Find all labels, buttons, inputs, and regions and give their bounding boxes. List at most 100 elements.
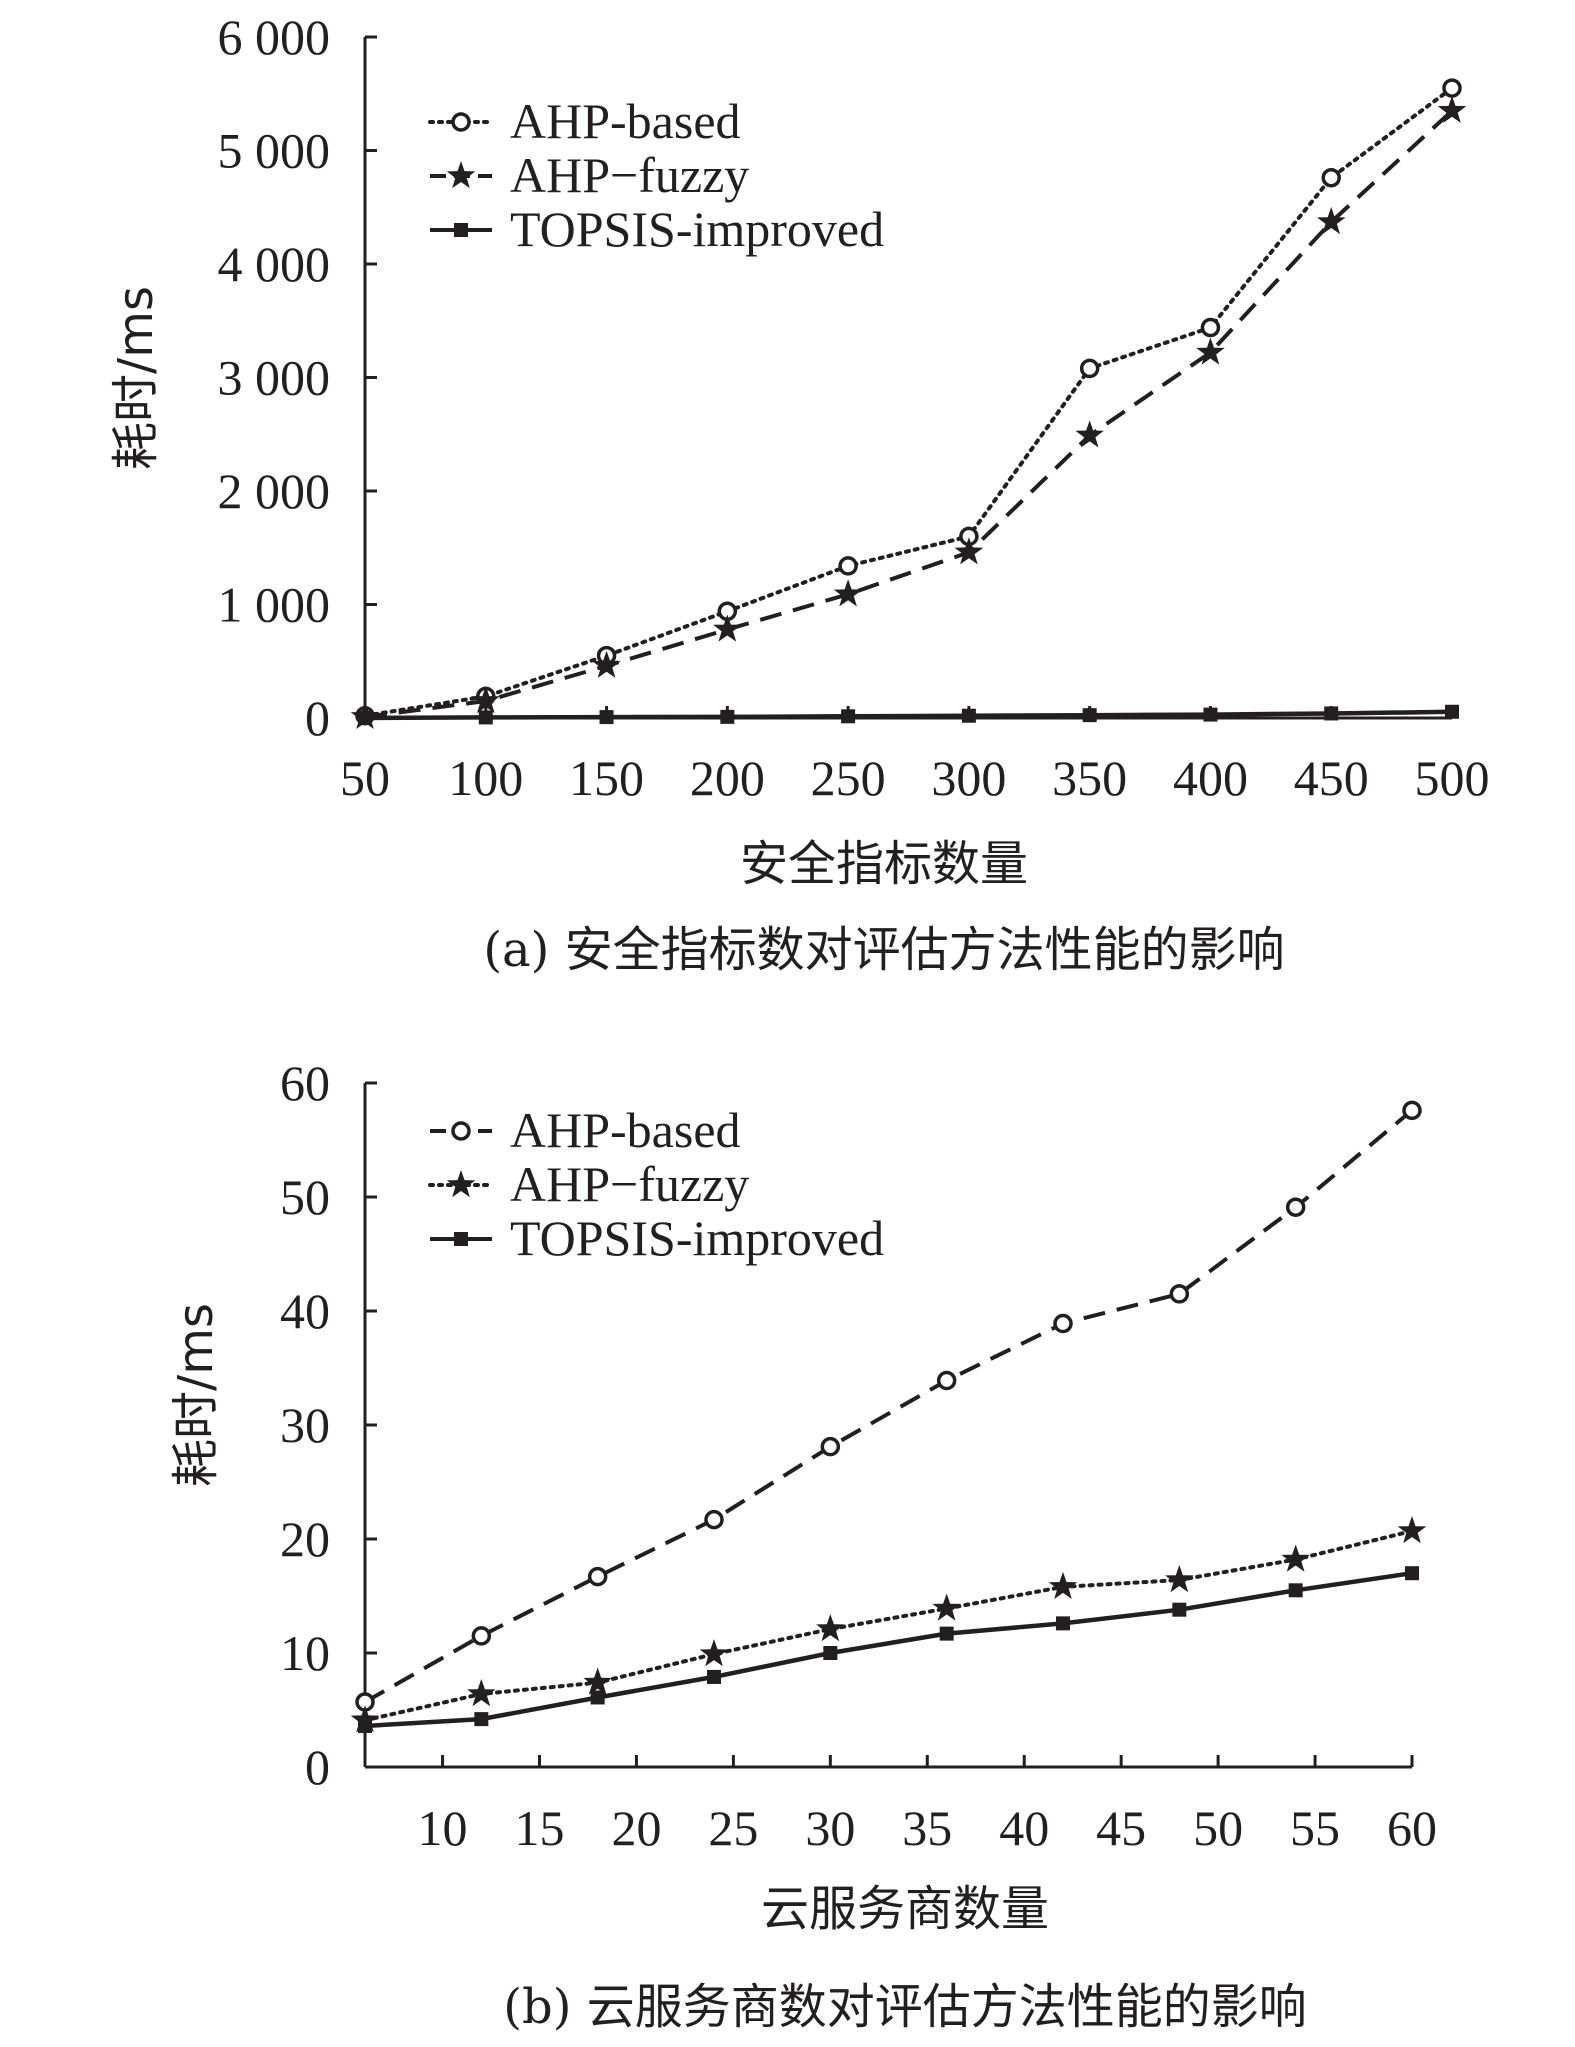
chart-a-point-star [713,614,742,642]
chart-a-legend-label-3: TOPSIS-improved [510,201,884,257]
chart-a-x-tick-label: 400 [1173,750,1248,806]
chart-a-x-tick-label: 50 [340,750,390,806]
chart-b: 0 10 20 30 40 50 60 10 15 20 25 30 35 40 45 50 55 60 AHP-… [168,1055,1437,2035]
chart-b-caption: (b) 云服务商数对评估方法性能的影响 [503,1979,1306,2035]
chart-b-point-square [823,1646,838,1660]
chart-a-series [350,78,1467,729]
chart-a-x-tick-label: 350 [1052,750,1127,806]
chart-b-point-square [707,1669,721,1684]
chart-b-x-tick-label: 30 [805,1800,855,1856]
chart-b-x-tick-label: 50 [1193,1800,1243,1856]
chart-b-point-star [932,1593,961,1621]
chart-b-x-tick-label: 15 [515,1800,565,1856]
chart-b-legend-marker-3 [454,1232,468,1246]
chart-a-point-square [1082,708,1097,723]
chart-a-point-square [478,710,493,725]
chart-b-point-square [1288,1583,1303,1598]
chart-b-legend-label-1: AHP-based [510,1102,741,1158]
chart-b-y-tick-label: 40 [280,1283,330,1339]
chart-a-point-star [1196,337,1225,365]
chart-a-y-tick-label: 3 000 [218,350,331,406]
chart-a-point-square [961,708,976,723]
chart-b-point-square [358,1718,372,1733]
chart-b-y-tick-label: 30 [280,1397,330,1453]
chart-b-x-tick-label: 25 [708,1800,758,1856]
chart-a-point-square [1203,707,1218,722]
chart-a-y-tick-label: 0 [305,690,330,746]
chart-b-point-square [939,1626,954,1641]
chart-a-y-tick-label: 1 000 [218,577,331,633]
chart-b-series [350,1100,1427,1733]
chart-b-ylabel: 耗时/ms [168,1303,224,1487]
chart-b-point-star [699,1639,729,1667]
chart-b-point-star [350,1705,380,1733]
chart-a-xlabel: 安全指标数量 [740,836,1028,892]
chart-a-point-circle [1321,167,1341,188]
chart-b-xlabel: 云服务商数量 [761,1881,1049,1937]
chart-a-axes: 0 1 000 2 000 3 000 4 000 5 000 6 000 50 100 150 2… [218,9,1490,806]
chart-b-x-tick-label: 40 [999,1800,1049,1856]
chart-b-point-square [474,1712,489,1727]
chart-a-point-star [1317,207,1346,235]
chart-b-x-tick-label: 45 [1096,1800,1146,1856]
chart-b-x-tick-label: 60 [1387,1800,1437,1856]
chart-b-point-circle [704,1509,724,1530]
chart-a-point-star [1437,95,1467,123]
chart-a-point-square [358,711,372,725]
chart-a-legend-marker-1 [451,112,471,132]
chart-a-x-tick-label: 250 [811,750,886,806]
chart-b-series-line-2 [363,1529,1414,1723]
chart-b-point-circle [1285,1197,1306,1218]
chart-a-legend-label-1: AHP-based [510,93,741,149]
chart-b-y-tick-label: 50 [280,1169,330,1225]
chart-b-point-circle [587,1566,608,1587]
chart-b-point-square [590,1690,605,1705]
chart-b-point-star [1281,1544,1310,1572]
chart-a-point-square [599,710,614,725]
chart-b-x-tick-label: 35 [902,1800,952,1856]
chart-a-point-square [1445,704,1459,719]
chart-a-x-tick-label: 450 [1294,750,1369,806]
chart-a-x-tick-label: 100 [448,750,523,806]
chart-b-point-circle [820,1436,841,1457]
chart-b-x-tick-label: 10 [418,1800,468,1856]
chart-b-point-star [1165,1565,1194,1593]
chart-a-point-circle [1200,317,1221,338]
chart-b-series-line-1 [364,1108,1414,1704]
chart-b-point-circle [1402,1100,1422,1121]
chart-b-point-circle [1169,1284,1190,1304]
chart-a-series-line-3 [364,709,1453,721]
chart-b-series-line-3 [364,1570,1413,1729]
chart-b-y-tick-label: 0 [305,1739,330,1795]
chart-b-point-star [1397,1516,1427,1544]
chart-b-y-tick-label: 10 [280,1625,330,1681]
chart-b-point-star [583,1667,612,1695]
chart-a-point-star [471,686,500,714]
chart-a-legend-marker-2 [446,161,476,189]
chart-a-legend-label-2: AHP−fuzzy [510,147,749,203]
chart-a-y-tick-label: 5 000 [218,123,331,179]
chart-a-series-line-1 [363,86,1454,718]
chart-a-point-square [720,709,735,724]
chart-a-x-tick-label: 300 [931,750,1006,806]
chart-a-x-tick-label: 150 [569,750,644,806]
chart-a-y-tick-label: 4 000 [218,236,331,292]
chart-b-legend-label-2: AHP−fuzzy [510,1156,749,1212]
chart-a-ylabel: 耗时/ms [108,286,164,470]
chart-a-point-circle [1079,358,1100,379]
chart-a-point-star [592,650,621,678]
chart-b-point-square [1405,1566,1419,1581]
chart-b-legend-label-3: TOPSIS-improved [510,1210,884,1266]
chart-b-point-circle [1053,1313,1073,1334]
chart-a-point-star [954,537,984,565]
chart-a-point-circle [838,556,858,576]
chart-a-y-tick-label: 6 000 [218,9,331,65]
chart-b-legend-marker-1 [451,1121,471,1141]
chart-a-x-tick-label: 200 [690,750,765,806]
chart-a-legend-marker-3 [454,223,468,237]
chart-b-x-tick-label: 55 [1290,1800,1340,1856]
chart-b-point-square [1172,1602,1187,1617]
